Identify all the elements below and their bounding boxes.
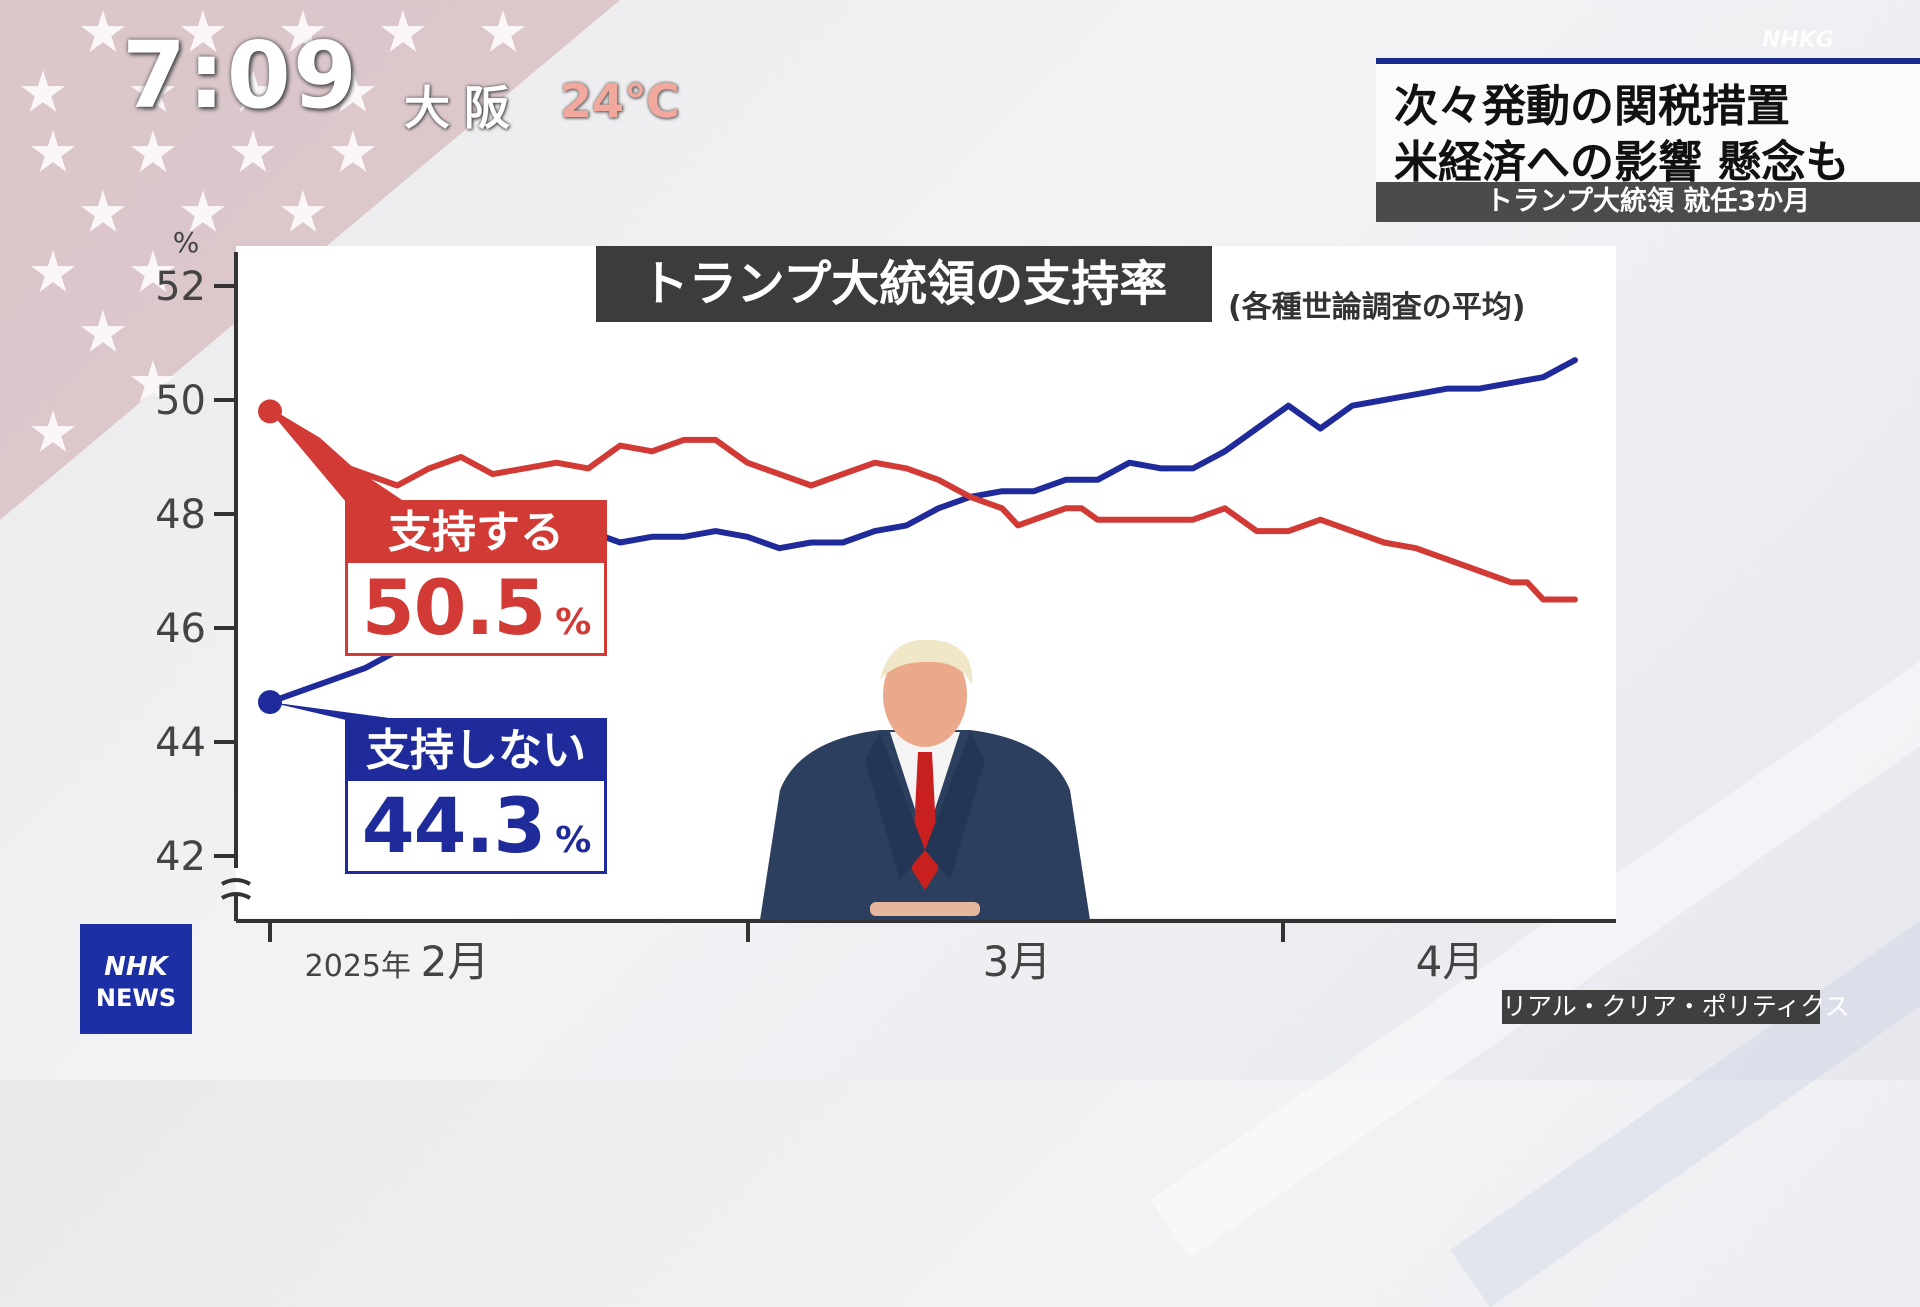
subheadline: トランプ大統領 就任3か月 [1376, 182, 1920, 222]
series-start-point [258, 690, 282, 715]
axis-break-mark [221, 892, 251, 900]
y-tick-label: 44 [155, 720, 206, 766]
channel-mark: NHKG [1762, 28, 1834, 53]
headline-line2: 米経済への影響 懸念も [1394, 137, 1850, 188]
source-credit: リアル・クリア・ポリティクス [1502, 990, 1850, 1024]
y-tick-label: 50 [155, 378, 206, 424]
logo-line2: NEWS [95, 984, 177, 1012]
oppose-label-title: 支持しない [348, 721, 604, 781]
x-tick-year-label: 2025年 [305, 949, 411, 984]
support-label-box: 支持する 50.5% [345, 500, 607, 656]
oppose-value: 44.3 [361, 781, 547, 870]
city-name: 大阪 [404, 81, 524, 135]
line-chart: 52 50 48 46 44 42% 2025年 2月 3月 4月 [155, 226, 1616, 986]
chart-subtitle: (各種世論調査の平均) [1228, 290, 1526, 325]
support-unit: % [555, 602, 591, 643]
nhk-news-logo: NHK NEWS [80, 924, 192, 1034]
oppose-label-box: 支持しない 44.3% [345, 718, 607, 874]
chart-title: トランプ大統領の支持率 [596, 246, 1212, 322]
y-tick-label: 48 [155, 492, 206, 538]
clock: 7:09 [122, 22, 359, 129]
y-tick-label: 52 [155, 264, 206, 310]
headline-box: 次々発動の関税措置 米経済への影響 懸念も [1376, 58, 1920, 188]
support-label-title: 支持する [348, 503, 604, 563]
temperature: 24℃ [560, 74, 680, 128]
oppose-unit: % [555, 820, 591, 861]
support-value: 50.5 [361, 563, 547, 652]
series-start-point [258, 399, 282, 424]
x-tick-label: 4月 [1416, 937, 1485, 986]
support-label-value: 50.5% [348, 563, 604, 653]
series-line [267, 408, 1578, 603]
x-tick-label: 3月 [983, 937, 1052, 986]
oppose-label-value: 44.3% [348, 781, 604, 871]
x-tick-label: 2月 [421, 937, 490, 986]
axis-break-mark [221, 878, 251, 886]
logo-line1: NHK [104, 952, 168, 982]
y-tick-label: 42 [155, 834, 206, 880]
y-tick-label: 46 [155, 606, 206, 652]
headline-line1: 次々発動の関税措置 [1394, 81, 1790, 132]
y-unit-label: % [173, 226, 200, 259]
speaker-photo [760, 640, 1090, 920]
oppose-pointer [270, 702, 405, 720]
